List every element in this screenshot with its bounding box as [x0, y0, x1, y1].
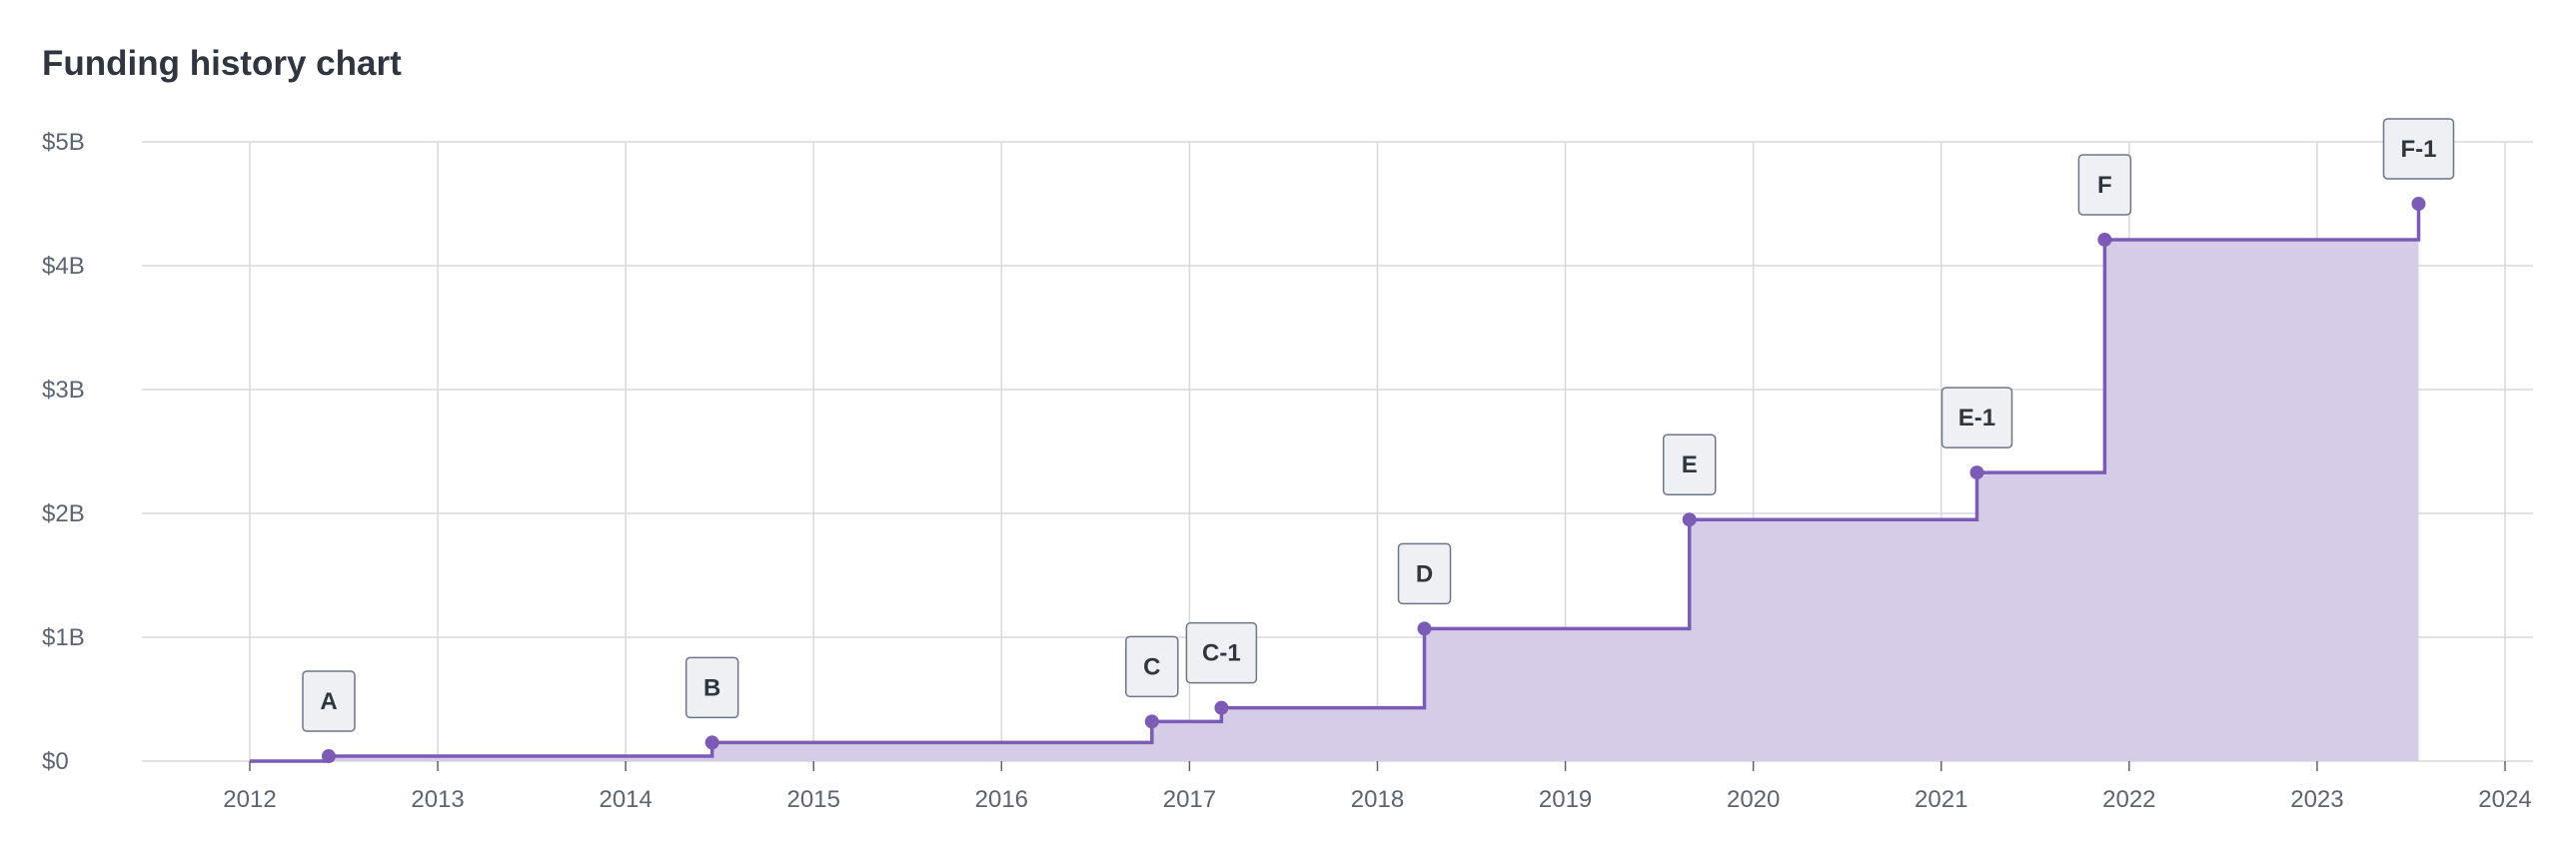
round-label-f-1: F-1 — [2382, 118, 2455, 180]
round-label-text: F — [2097, 172, 2112, 199]
round-label-text: E-1 — [1958, 405, 1995, 432]
x-tick-label: 2020 — [1727, 786, 1780, 813]
round-point-e-1[interactable] — [1969, 465, 1984, 480]
round-point-c-1[interactable] — [1214, 700, 1229, 715]
round-label-box — [2077, 154, 2132, 216]
funding-area — [328, 204, 2419, 761]
round-point-f[interactable] — [2097, 232, 2112, 247]
y-tick-label: $0 — [42, 748, 69, 775]
y-tick-label: $4B — [42, 253, 85, 280]
round-label-box — [1125, 635, 1179, 698]
x-tick-label: 2021 — [1915, 786, 1967, 813]
round-label-c: C — [1125, 635, 1179, 698]
round-point-c[interactable] — [1144, 714, 1159, 729]
round-label-d: D — [1397, 542, 1452, 605]
round-point-f-1[interactable] — [2411, 197, 2426, 211]
round-label-text: F-1 — [2400, 136, 2436, 163]
y-tick-label: $5B — [42, 129, 85, 156]
y-tick-label: $3B — [42, 377, 85, 404]
round-label-text: D — [1416, 560, 1433, 587]
round-label-e: E — [1662, 434, 1717, 495]
x-tick-label: 2016 — [975, 786, 1028, 813]
x-tick-label: 2013 — [411, 786, 464, 813]
round-point-d[interactable] — [1417, 621, 1432, 636]
y-tick-label: $1B — [42, 624, 85, 651]
data-points — [321, 197, 2426, 764]
round-label-c-1: C-1 — [1185, 621, 1258, 684]
round-label-text: C-1 — [1202, 640, 1241, 667]
x-tick-label: 2022 — [2102, 786, 2155, 813]
round-label-text: B — [703, 674, 720, 701]
chart-title: Funding history chart — [42, 44, 402, 83]
round-point-b[interactable] — [704, 735, 719, 750]
round-labels: A B C C-1 D E E-1 F F-1 — [302, 118, 2455, 732]
round-label-box — [2382, 118, 2455, 180]
round-label-box — [1940, 387, 2013, 448]
x-tick-label: 2017 — [1163, 786, 1216, 813]
x-tick-label: 2023 — [2290, 786, 2343, 813]
funding-step-line — [250, 204, 2421, 763]
round-label-text: E — [1682, 451, 1698, 478]
x-axis: 2012 2013 2014 2015 2016 2017 2018 2019 2020 2021… — [223, 761, 2532, 813]
round-label-a: A — [302, 670, 356, 732]
round-label-f: F — [2077, 154, 2132, 216]
round-label-box — [1662, 434, 1717, 495]
x-tick-label: 2012 — [223, 786, 276, 813]
area-layer — [250, 204, 2421, 763]
round-label-box — [302, 670, 356, 732]
y-tick-label: $2B — [42, 500, 85, 527]
round-label-e-1: E-1 — [1940, 387, 2013, 448]
round-label-text: A — [320, 688, 337, 715]
round-label-box — [684, 656, 739, 719]
round-label-box — [1397, 542, 1452, 605]
grid-lines — [142, 141, 2533, 762]
y-axis: $0 $1B $2B $3B $4B $5B — [42, 129, 85, 775]
x-tick-label: 2018 — [1351, 786, 1404, 813]
x-tick-label: 2015 — [787, 786, 840, 813]
round-point-e[interactable] — [1682, 512, 1697, 527]
x-tick-label: 2024 — [2478, 786, 2531, 813]
x-tick-label: 2014 — [599, 786, 651, 813]
round-label-box — [1185, 621, 1258, 684]
round-point-a[interactable] — [321, 749, 336, 764]
round-label-b: B — [684, 656, 739, 719]
x-tick-label: 2019 — [1539, 786, 1592, 813]
round-label-text: C — [1143, 653, 1160, 680]
